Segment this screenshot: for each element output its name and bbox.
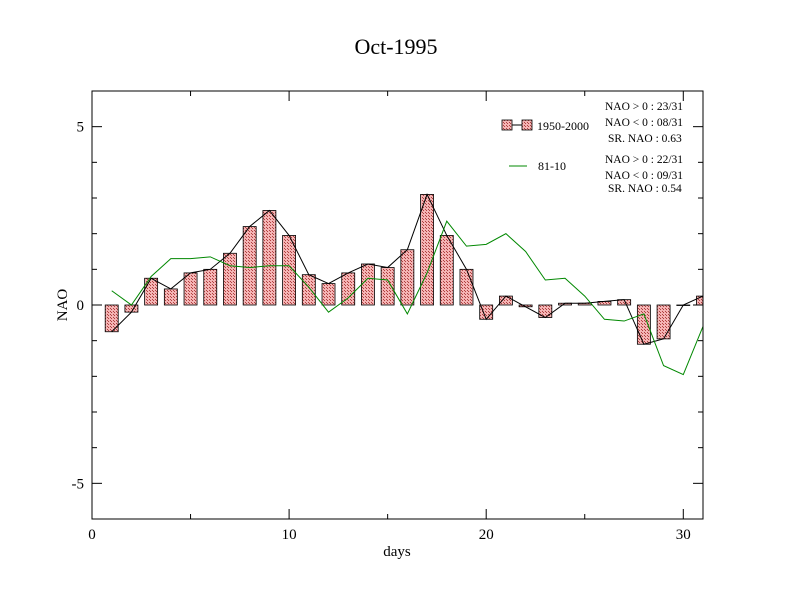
legend-swatch-bar-right — [521, 119, 533, 131]
stats-1950-2000-sr: SR. NAO : 0.63 — [608, 133, 682, 145]
bar-day-11 — [301, 274, 316, 306]
bar-day-4 — [163, 288, 178, 306]
chart-title: Oct-1995 — [354, 34, 437, 59]
plot-area — [104, 193, 703, 376]
legend: 1950-2000 81-10 NAO > 0 : 23/31 NAO < 0 … — [501, 101, 683, 195]
bar-day-5 — [183, 272, 198, 306]
legend-label-81-10: 81-10 — [538, 159, 566, 173]
axes: 0 10 20 30 -5 0 5 — [72, 90, 703, 543]
y-tick-label-0: 0 — [77, 298, 85, 314]
bar-day-18 — [439, 235, 454, 306]
y-tick-label-5: 5 — [77, 120, 85, 136]
stats-81-10-neg: NAO < 0 : 09/31 — [605, 170, 683, 182]
stats-81-10-pos: NAO > 0 : 22/31 — [605, 154, 683, 166]
bar-day-7 — [223, 252, 237, 306]
x-axis-label: days — [383, 544, 411, 560]
bar-day-16 — [400, 249, 415, 306]
bar-day-17 — [420, 194, 434, 306]
legend-swatch-bar-left — [501, 119, 513, 131]
bar-day-15 — [380, 267, 395, 306]
y-axis-label: NAO — [55, 289, 71, 322]
series-line-1950-2000 — [111, 193, 703, 345]
bar-day-6 — [203, 268, 218, 306]
x-tick-label-10: 10 — [282, 527, 297, 543]
bar-day-29 — [656, 304, 671, 340]
y-tick-label--5: -5 — [72, 476, 85, 492]
legend-label-1950-2000: 1950-2000 — [537, 119, 589, 133]
bar-day-23 — [538, 304, 553, 318]
x-tick-label-30: 30 — [676, 527, 691, 543]
bar-day-8 — [242, 226, 257, 306]
bar-day-12 — [321, 283, 336, 306]
series-line-81-10 — [111, 220, 703, 376]
bar-day-9 — [262, 210, 277, 306]
bar-day-13 — [341, 272, 356, 306]
bar-day-21 — [498, 295, 513, 306]
stats-81-10-sr: SR. NAO : 0.54 — [608, 183, 682, 195]
x-tick-label-0: 0 — [88, 527, 96, 543]
x-tick-label-20: 20 — [479, 527, 494, 543]
stats-1950-2000-pos: NAO > 0 : 23/31 — [605, 101, 683, 113]
bar-day-14 — [361, 263, 375, 306]
bar-day-19 — [459, 268, 474, 306]
stats-1950-2000-neg: NAO < 0 : 08/31 — [605, 117, 683, 129]
bar-day-2 — [124, 304, 139, 313]
